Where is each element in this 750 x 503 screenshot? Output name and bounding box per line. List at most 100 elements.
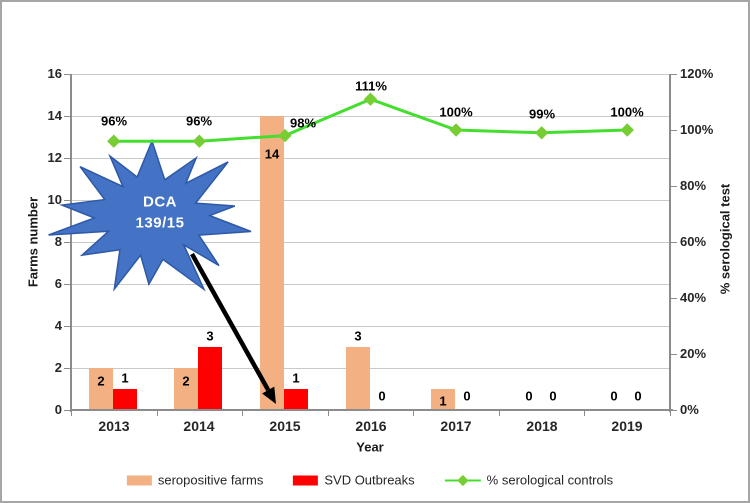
- x-axis-tick: [499, 411, 500, 416]
- left-axis-tick: [64, 368, 70, 369]
- y-axis-line-right: [669, 74, 671, 412]
- bar-value-label: 0: [634, 388, 642, 404]
- chart-legend: seropositive farms SVD Outbreaks % serolog…: [126, 472, 614, 488]
- legend-swatch: [126, 475, 152, 485]
- right-axis-title: % serological test: [717, 183, 733, 295]
- left-axis-tick: [64, 284, 70, 285]
- right-axis-tick: [671, 74, 677, 75]
- gridline: [71, 284, 670, 285]
- bar-value-label: 3: [206, 328, 214, 344]
- right-axis-tick-label: 0%: [680, 402, 699, 417]
- x-axis-tick: [584, 411, 585, 416]
- left-axis-tick-label: 0: [54, 402, 62, 417]
- legend-line-sample: [444, 474, 481, 486]
- bar-value-label: 14: [264, 146, 280, 162]
- left-axis-tick-label: 14: [47, 108, 62, 123]
- right-axis-tick-label: 60%: [680, 234, 707, 249]
- legend-label: SVD Outbreaks: [324, 472, 415, 488]
- left-axis-tick-label: 2: [54, 360, 62, 375]
- legend-item-seropositive-farms: seropositive farms: [126, 472, 264, 488]
- right-axis-tick-label: 100%: [680, 122, 714, 137]
- line-value-label: 100%: [610, 104, 644, 120]
- bar-value-label: 1: [292, 370, 300, 386]
- bar-seropositive-farms: [431, 389, 455, 410]
- x-axis-category-label: 2019: [611, 418, 643, 434]
- starburst-text-line2: 139/15: [135, 214, 185, 232]
- x-axis-title: Year: [356, 439, 384, 455]
- gridline: [71, 158, 670, 159]
- x-axis-category-label: 2016: [355, 418, 387, 434]
- bar-value-label: 0: [549, 388, 557, 404]
- line-diamond-marker: [192, 134, 207, 148]
- x-axis-category-label: 2017: [440, 418, 472, 434]
- line-value-label: 98%: [289, 115, 317, 131]
- left-axis-tick-label: 10: [47, 192, 62, 207]
- left-axis-tick-label: 4: [54, 318, 62, 333]
- line-value-label: 111%: [355, 78, 387, 94]
- y-axis-line-left: [70, 74, 72, 412]
- bar-value-label: 0: [378, 388, 386, 404]
- bar-svd-outbreaks: [284, 389, 308, 410]
- left-axis-tick: [64, 158, 70, 159]
- x-axis-tick: [71, 411, 72, 416]
- bar-svd-outbreaks: [113, 389, 137, 410]
- left-axis-tick-label: 6: [54, 276, 62, 291]
- x-axis-tick: [328, 411, 329, 416]
- bar-svd-outbreaks: [198, 347, 222, 410]
- right-axis-tick: [671, 354, 677, 355]
- x-axis-category-label: 2014: [183, 418, 215, 434]
- gridline: [71, 368, 670, 369]
- right-axis-tick: [671, 298, 677, 299]
- legend-item-svd-outbreaks: SVD Outbreaks: [293, 472, 415, 488]
- x-axis-category-label: 2018: [526, 418, 558, 434]
- bar-value-label: 3: [354, 328, 362, 344]
- line-value-label: 100%: [439, 104, 473, 120]
- x-axis-tick: [157, 411, 158, 416]
- right-axis-tick: [671, 130, 677, 131]
- right-axis-tick-label: 40%: [680, 290, 707, 305]
- left-axis-tick: [64, 326, 70, 327]
- bar-value-label: 0: [463, 388, 471, 404]
- right-axis-tick-label: 80%: [680, 178, 707, 193]
- x-axis-line: [70, 409, 673, 411]
- right-axis-tick: [671, 186, 677, 187]
- gridline: [71, 116, 670, 117]
- bar-value-label: 2: [97, 373, 105, 389]
- bar-value-label: 2: [182, 373, 190, 389]
- bar-seropositive-farms: [346, 347, 370, 410]
- right-axis-tick-label: 20%: [680, 346, 707, 361]
- line-diamond-marker: [107, 134, 121, 148]
- legend-diamond-marker: [457, 474, 469, 486]
- line-diamond-marker: [534, 126, 549, 140]
- legend-swatch: [293, 475, 319, 485]
- bar-value-label: 1: [439, 393, 447, 409]
- legend-label: % serological controls: [486, 472, 614, 488]
- left-axis-tick-label: 16: [47, 66, 62, 81]
- bar-value-label: 0: [610, 388, 618, 404]
- left-axis-tick: [64, 200, 70, 201]
- right-axis-tick: [671, 410, 677, 411]
- line-value-label: 99%: [528, 106, 556, 122]
- x-axis-tick: [670, 411, 671, 416]
- line-value-label: 96%: [100, 113, 128, 129]
- x-axis-category-label: 2013: [98, 418, 130, 434]
- gridline: [71, 326, 670, 327]
- legend-label: seropositive farms: [157, 472, 264, 488]
- gridline: [71, 200, 670, 201]
- x-axis-tick: [242, 411, 243, 416]
- line-diamond-marker: [620, 123, 634, 137]
- line-value-label: 96%: [185, 113, 213, 129]
- gridline: [71, 74, 670, 75]
- starburst-text-line1: DCA: [143, 193, 177, 211]
- left-axis-tick: [64, 410, 70, 411]
- gridline: [71, 242, 670, 243]
- left-axis-tick: [64, 242, 70, 243]
- bar-value-label: 1: [121, 370, 129, 386]
- right-axis-tick: [671, 242, 677, 243]
- line-diamond-marker: [363, 92, 378, 106]
- left-axis-tick-label: 12: [47, 150, 62, 165]
- left-axis-tick-label: 8: [54, 234, 62, 249]
- x-axis-category-label: 2015: [269, 418, 301, 434]
- right-axis-tick-label: 120%: [680, 66, 714, 81]
